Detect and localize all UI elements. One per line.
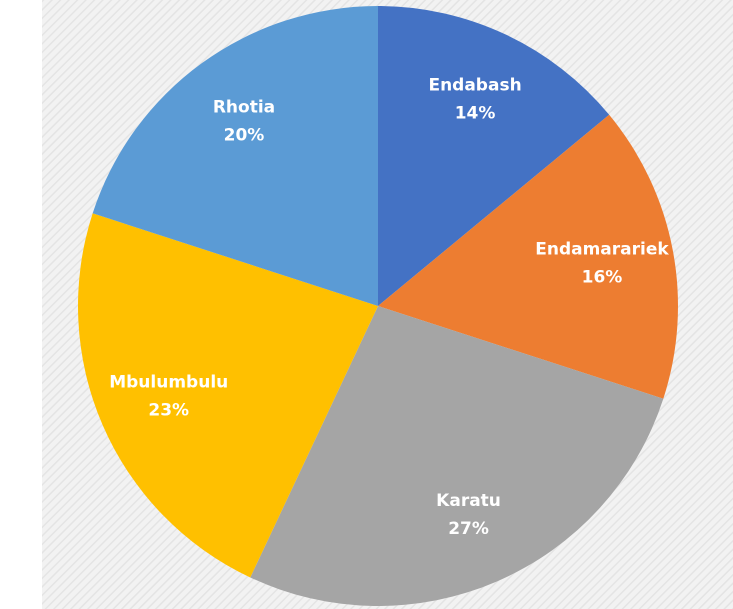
slice-value-label: 16% [582,267,623,287]
slice-label: Endamarariek [535,239,669,259]
slice-label: Mbulumbulu [109,373,228,393]
slice-value-label: 27% [448,519,489,539]
slice-label: Rhotia [213,98,275,118]
pie-slice [250,306,664,606]
pie: Endabash 14% Endamarariek 16% Karatu 27% Mbulu… [78,6,678,606]
slice-value-label: 14% [455,104,496,124]
pie-slice [92,6,378,306]
slice-label: Karatu [436,491,501,511]
slice-value-label: 23% [148,401,189,421]
slice-value-label: 20% [224,126,265,146]
pie-slice [378,6,610,306]
pie-slice [378,114,678,399]
slice-label: Endabash [428,76,521,96]
pie-slice [78,213,378,578]
